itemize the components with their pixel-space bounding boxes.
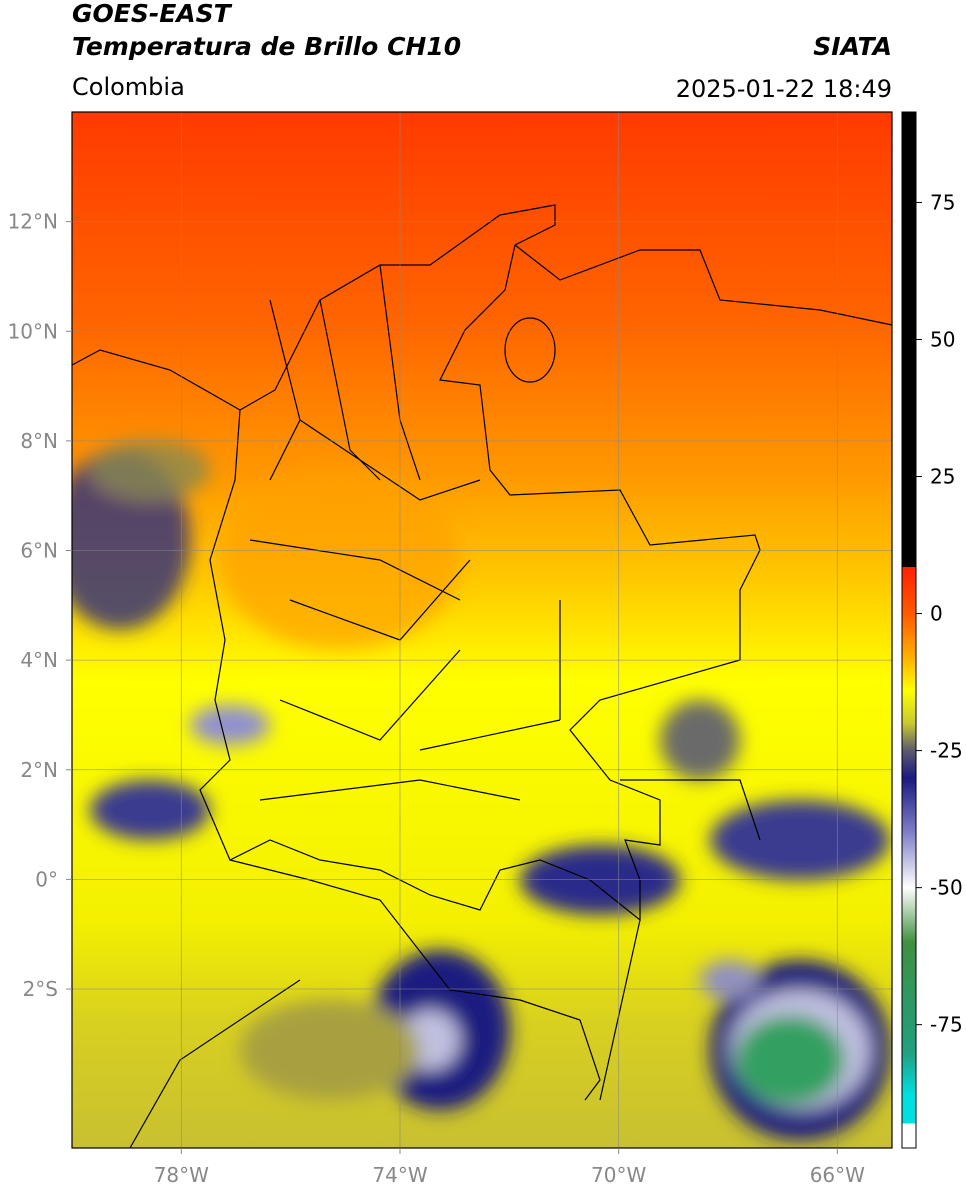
- colorbar-tick-label: 25: [930, 465, 955, 489]
- region: Colombia: [72, 73, 185, 101]
- lon-tick-label: 78°W: [154, 1163, 209, 1187]
- lat-tick-label: 2°N: [20, 758, 58, 782]
- map: [72, 112, 892, 1148]
- lat-tick-label: 2°S: [23, 977, 58, 1001]
- lat-tick-label: 0°: [35, 867, 58, 891]
- lon-tick-label: 70°W: [591, 1163, 646, 1187]
- borders: [72, 244, 892, 1148]
- colorbar: [901, 111, 917, 1149]
- lat-tick-label: 4°N: [20, 648, 58, 672]
- timestamp: 2025-01-22 18:49: [676, 75, 892, 103]
- colorbar-tick-label: -25: [930, 739, 963, 763]
- satellite: GOES-EAST: [72, 0, 233, 28]
- title: Temperatura de Brillo CH10: [72, 32, 461, 61]
- lat-tick-label: 8°N: [20, 429, 58, 453]
- colorbar-tick-label: -75: [930, 1013, 963, 1037]
- colombia-border: [199, 204, 761, 922]
- lon-tick-label: 74°W: [372, 1163, 427, 1187]
- colorbar-tick-label: -50: [930, 876, 963, 900]
- lat-tick-label: 12°N: [8, 210, 58, 234]
- colorbar-tick-label: 50: [930, 327, 955, 351]
- colorbar-tick-label: 0: [930, 602, 943, 626]
- source: SIATA: [813, 32, 892, 61]
- lat-tick-label: 10°N: [8, 319, 58, 343]
- map-frame: [71, 111, 893, 1149]
- lat-tick-label: 6°N: [20, 539, 58, 563]
- lake-maracaibo: [504, 317, 556, 383]
- lon-tick-label: 66°W: [810, 1163, 865, 1187]
- colorbar-tick-label: 75: [930, 190, 955, 214]
